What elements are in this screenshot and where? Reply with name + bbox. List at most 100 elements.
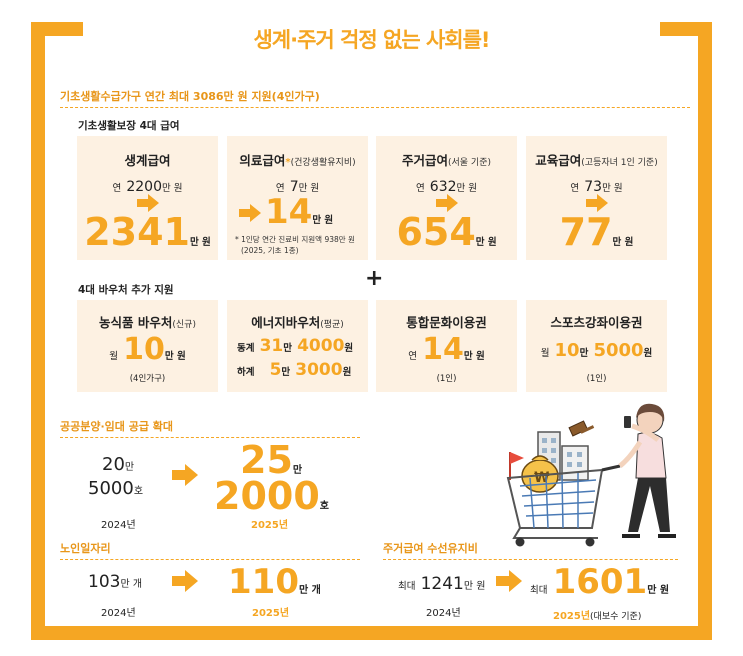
- voucher-amount: 월 10만 원: [77, 332, 218, 367]
- to-amount: 77만 원: [526, 210, 667, 254]
- to-value: 654: [396, 210, 476, 254]
- card-title: 주거급여(서울 기준): [376, 150, 517, 169]
- amount-value: 14: [422, 332, 464, 367]
- elderly-jobs-from: 103만 개: [88, 572, 142, 592]
- voucher-card-agrifood: 농식품 바우처(신규) 월 10만 원 (4인가구): [77, 300, 218, 392]
- from-unit: 만 원: [602, 183, 623, 194]
- card-title-note: (서울 기준): [448, 158, 492, 168]
- to-line-1-unit: 만: [292, 465, 303, 476]
- housing-repair-from-year: 2024년: [426, 608, 461, 619]
- winter-unit-1: 만: [283, 343, 292, 354]
- amount-unit: 원: [643, 348, 653, 359]
- voucher-card-culture: 통합문화이용권 연 14만 원 (1인): [376, 300, 517, 392]
- benefit-card-housing: 주거급여(서울 기준) 연 632만 원 654만 원: [376, 136, 517, 260]
- from-prefix: 연: [570, 183, 580, 194]
- card-title-text: 의료급여: [239, 153, 286, 168]
- amount-prefix: 월: [109, 351, 119, 362]
- section-basic-livelihood-header: 기초생활수급가구 연간 최대 3086만 원 지원(4인가구): [60, 88, 690, 108]
- card-title-text: 통합문화이용권: [406, 315, 487, 330]
- frame-top-left-corner: [31, 22, 83, 36]
- card-title: 통합문화이용권: [376, 312, 517, 331]
- to-year: 2025년: [553, 611, 591, 622]
- voucher-card-sports: 스포츠강좌이용권 월 10만 5000원 (1인): [526, 300, 667, 392]
- housing-supply-from-line-1: 20만: [102, 454, 134, 475]
- housing-supply-from-year: 2024년: [101, 520, 136, 531]
- card-title-text: 스포츠강좌이용권: [550, 315, 643, 330]
- voucher-amount: 연 14만 원: [376, 332, 517, 367]
- voucher-sub: (1인): [436, 374, 457, 384]
- voucher-amount: 월 10만 5000원: [526, 340, 667, 361]
- summer-unit-1: 만: [281, 367, 291, 378]
- section-housing-supply-header: 공공분양·임대 공급 확대: [60, 418, 360, 438]
- to-line-1-value: 25: [240, 438, 293, 482]
- card-title-text: 에너지바우처: [251, 315, 321, 330]
- card-title-text: 농식품 바우처: [99, 315, 173, 330]
- from-prefix: 연: [112, 183, 122, 194]
- card-title-text: 교육급여: [535, 153, 582, 168]
- from-unit: 만 원: [298, 183, 320, 194]
- amount-value: 10: [554, 340, 580, 361]
- plus-sign: +: [365, 266, 384, 291]
- winter-unit-2: 원: [344, 343, 354, 354]
- card-title: 에너지바우처(평균): [227, 312, 368, 331]
- from-line-2-value: 5000: [88, 478, 134, 499]
- amount-prefix: 연: [408, 351, 418, 362]
- winter-value-1: 31: [259, 336, 284, 356]
- from-line-1-unit: 만: [124, 462, 135, 473]
- card-title-star: *: [285, 157, 291, 168]
- page-title: 생계·주거 걱정 없는 사회를!: [253, 28, 490, 52]
- from-value: 103: [88, 572, 121, 592]
- frame-left-bar: [31, 22, 45, 640]
- housing-repair-to: 최대 1601만 원: [530, 562, 669, 602]
- energy-summer-amount: 하계 5만 3000원: [237, 360, 351, 380]
- section-elderly-jobs-header-text: 노인일자리: [60, 542, 111, 555]
- card-title-note: (평균): [320, 320, 344, 330]
- from-prefix: 연: [275, 183, 285, 194]
- amount-value-2: 5000: [593, 340, 644, 361]
- to-unit: 만 개: [298, 585, 321, 596]
- arrow-right-icon: [239, 204, 261, 222]
- from-value: 7: [289, 179, 299, 195]
- to-unit: 만 원: [612, 237, 634, 248]
- housing-repair-from: 최대 1241만 원: [398, 574, 485, 594]
- card-title: 교육급여(고등자녀 1인 기준): [526, 150, 667, 169]
- to-value: 110: [228, 562, 299, 602]
- arrow-right-icon: [137, 194, 159, 212]
- to-unit: 만 원: [647, 585, 670, 596]
- from-value: 1241: [420, 574, 464, 594]
- from-line-2-unit: 호: [133, 486, 144, 497]
- benefit-card-medical: 의료급여*(건강생활유지비) 연 7만 원 14만 원 * 1인당 연간 진료비…: [227, 136, 368, 260]
- voucher-card-energy: 에너지바우처(평균) 동계 31만 4000원 하계 5만 3000원: [227, 300, 368, 392]
- section-elderly-jobs-header: 노인일자리: [60, 540, 360, 560]
- frame-right-bar: [698, 22, 712, 640]
- card-title-text: 주거급여: [401, 153, 448, 168]
- summer-label: 하계: [237, 367, 255, 378]
- to-line-2-value: 2000: [214, 474, 320, 518]
- to-amount: 654만 원: [376, 210, 517, 254]
- section-housing-repair-header-text: 주거급여 수선유지비: [383, 542, 478, 555]
- housing-supply-to-line-2: 2000호: [214, 474, 329, 518]
- amount-value: 10: [123, 332, 165, 367]
- winter-label: 동계: [237, 343, 255, 354]
- housing-supply-from-line-2: 5000호: [88, 478, 143, 499]
- energy-winter-amount: 동계 31만 4000원: [237, 336, 353, 356]
- frame-top-right-corner: [660, 22, 712, 36]
- arrow-right-icon: [436, 194, 458, 212]
- card-title-note: (고등자녀 1인 기준): [581, 158, 658, 168]
- card-title: 스포츠강좌이용권: [526, 312, 667, 331]
- medical-footnote: * 1인당 연간 진료비 지원액 938만 원 (2025, 기초 1종): [235, 234, 355, 256]
- from-amount: 연 2200만 원: [77, 176, 218, 195]
- from-line-1-value: 20: [102, 454, 125, 475]
- from-unit: 만 원: [161, 183, 183, 194]
- from-unit: 만 개: [120, 579, 143, 590]
- voucher-sub: (1인): [586, 374, 607, 384]
- section-housing-repair-header: 주거급여 수선유지비: [383, 540, 678, 560]
- voucher-sub: (4인가구): [129, 374, 166, 384]
- benefit-card-livelihood: 생계급여 연 2200만 원 2341만 원: [77, 136, 218, 260]
- from-unit: 만 원: [456, 183, 478, 194]
- arrow-right-icon: [496, 570, 522, 592]
- card-title-text: 생계급여: [124, 153, 171, 168]
- from-unit: 만 원: [463, 581, 486, 592]
- from-value: 632: [429, 179, 457, 195]
- amount-prefix: 월: [540, 348, 550, 359]
